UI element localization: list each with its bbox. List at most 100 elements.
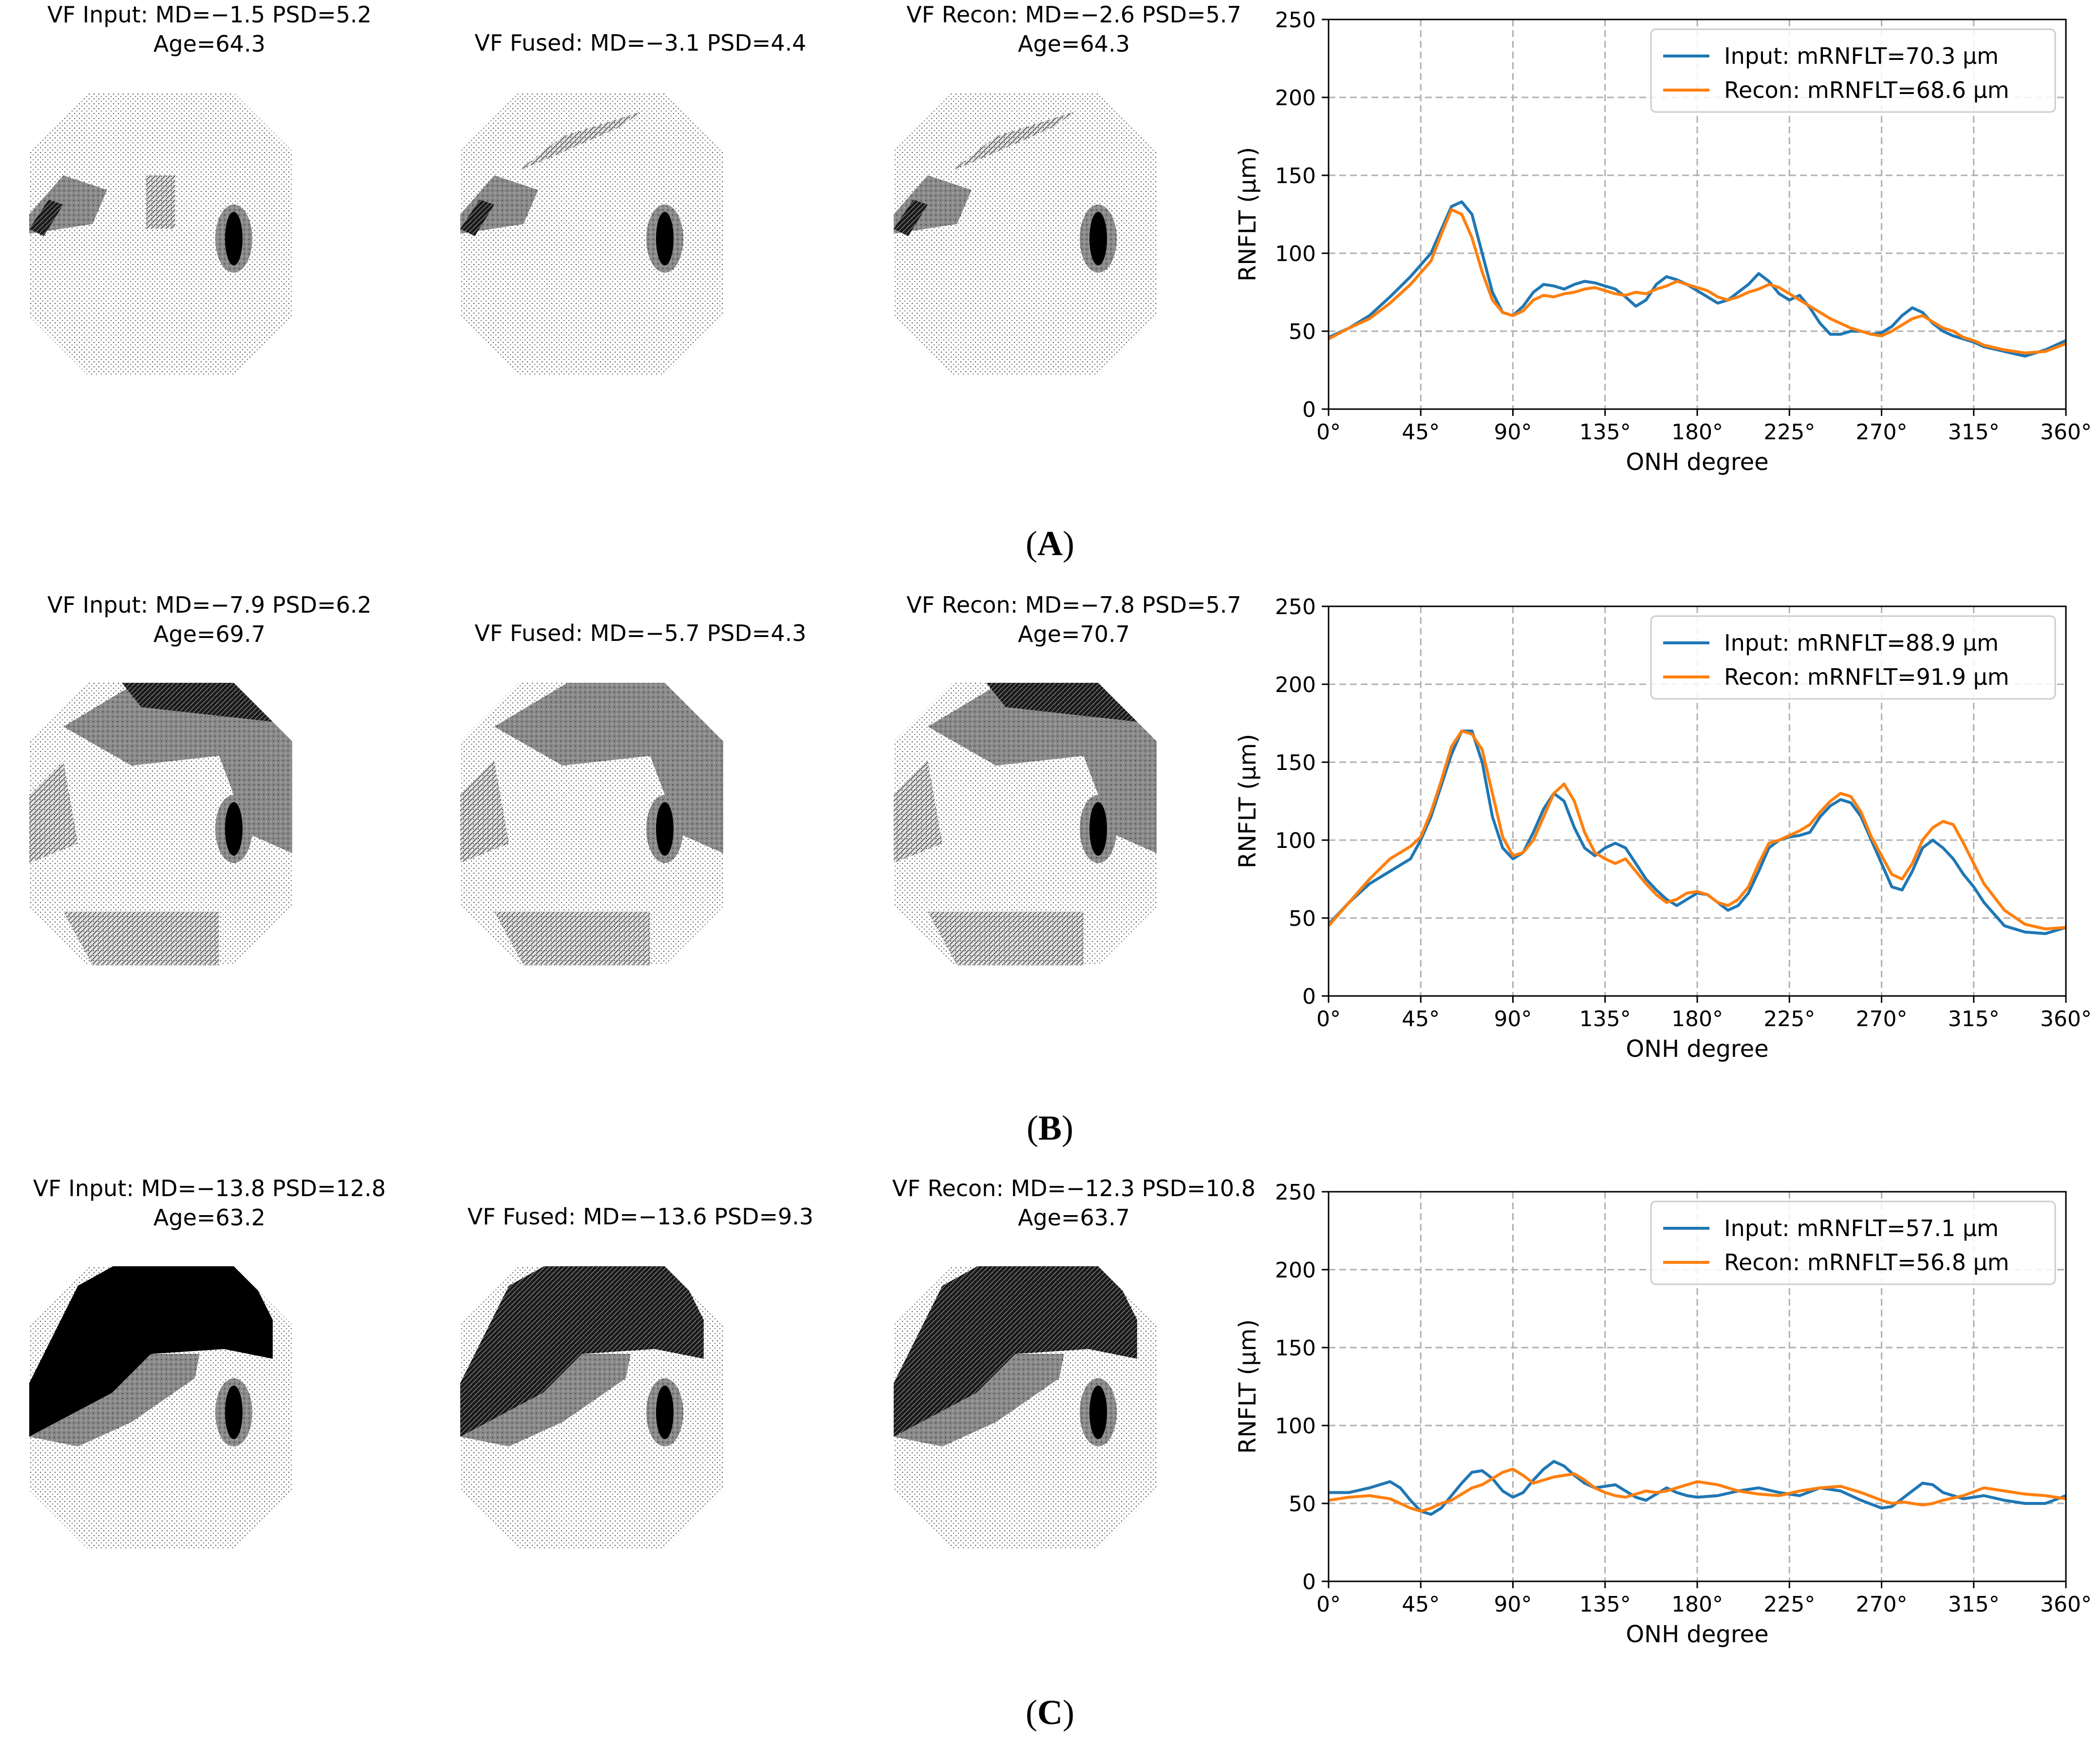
panel-label: (C) [0,1692,2100,1733]
vf-defect-dense [460,1266,704,1437]
y-axis-label: RNFLT (μm) [1234,734,1261,868]
vf-title: VF Fused: MD=−5.7 PSD=4.3 [431,619,850,648]
vf-title-line2: Age=64.3 [153,31,265,57]
y-axis-label: RNFLT (μm) [1234,1319,1261,1454]
vf-defect-region [63,683,292,853]
y-tick-label: 50 [1289,906,1316,931]
vf-blind-spot [1089,1386,1107,1439]
panel-label-open: ( [1027,1108,1038,1147]
vf-title: VF Fused: MD=−3.1 PSD=4.4 [431,28,850,57]
row-c: VF Input: MD=−13.8 PSD=12.8 Age=63.2 VF … [0,1169,2100,1745]
vf-title-line1: VF Input: MD=−1.5 PSD=5.2 [47,1,372,28]
x-tick-label: 90° [1494,1592,1532,1617]
vf-title-line1: VF Input: MD=−7.9 PSD=6.2 [47,592,372,618]
x-tick-label: 45° [1402,420,1440,445]
plot-frame [1328,1191,2067,1582]
series-recon-line [1328,208,2067,355]
vf-title: VF Recon: MD=−12.3 PSD=10.8 Age=63.7 [864,1174,1283,1232]
y-tick-label: 250 [1275,8,1316,33]
x-tick-label: 0° [1316,1007,1341,1032]
vf-title: VF Fused: MD=−13.6 PSD=9.3 [431,1202,850,1231]
vf-defect-region [519,112,640,170]
vf-title-line1: VF Recon: MD=−7.8 PSD=5.7 [906,592,1241,618]
vf-title-line2: Age=63.2 [153,1204,265,1231]
x-tick-label: 360° [2040,1007,2092,1032]
vf-defect-region [894,1354,1064,1446]
vf-blind-spot [1089,802,1107,856]
legend-box [1650,1201,2056,1285]
x-tick-label: 0° [1316,420,1341,445]
legend-box [1650,615,2056,700]
x-tick-label: 180° [1671,1592,1723,1617]
vf-defect-region [494,683,723,853]
vf-defect-region [146,175,175,229]
vf-defect-region [63,912,219,965]
vf-title: VF Input: MD=−7.9 PSD=6.2 Age=69.7 [0,590,419,649]
vf-defect-dense [460,200,494,236]
vf-defect-dense [29,200,63,236]
legend-entry: Input: mRNFLT=70.3 μm [1724,43,1999,69]
y-tick-label: 100 [1275,828,1316,853]
row-b: VF Input: MD=−7.9 PSD=6.2 Age=69.7 VF Fu… [0,584,2100,1169]
vf-map [460,683,723,965]
y-tick-label: 0 [1302,984,1316,1009]
legend: Input: mRNFLT=70.3 μm Recon: mRNFLT=68.6 … [1650,28,2056,113]
vf-defect-region [460,1354,631,1446]
y-tick-label: 50 [1289,319,1316,344]
legend-entry: Recon: mRNFLT=68.6 μm [1724,77,2009,103]
legend: Input: mRNFLT=57.1 μm Recon: mRNFLT=56.8 … [1650,1201,2056,1285]
vf-defect-dense [986,683,1137,722]
vf-map [460,93,723,375]
vf-blind-spot [225,1386,243,1439]
plot-frame [1328,605,2067,997]
x-tick-label: 45° [1402,1592,1440,1617]
legend-entry: Input: mRNFLT=88.9 μm [1724,630,1999,656]
vf-title-line1: VF Fused: MD=−5.7 PSD=4.3 [474,620,806,646]
series-input-line [1327,730,2066,935]
plot-frame [1328,19,2067,410]
vf-title-line2: Age=63.7 [1018,1204,1130,1231]
y-tick-label: 100 [1275,1414,1316,1439]
x-tick-label: 135° [1579,420,1631,445]
vf-defect-region [928,912,1084,965]
vf-map [29,1266,292,1549]
vf-map [29,683,292,965]
vf-title: VF Input: MD=−1.5 PSD=5.2 Age=64.3 [0,0,419,58]
vf-title: VF Input: MD=−13.8 PSD=12.8 Age=63.2 [0,1174,419,1232]
panel-label: (A) [0,524,2100,564]
x-tick-label: 225° [1763,420,1815,445]
x-tick-label: 315° [1948,1592,2000,1617]
vf-title-line1: VF Input: MD=−13.8 PSD=12.8 [33,1175,386,1201]
x-tick-label: 315° [1948,1007,2000,1032]
vf-map [894,683,1157,965]
x-tick-label: 360° [2040,1592,2092,1617]
series-input-line [1328,200,2067,358]
y-axis-label: RNFLT (μm) [1234,147,1261,281]
vf-blind-spot [656,212,674,265]
vf-title-line1: VF Fused: MD=−13.6 PSD=9.3 [467,1203,814,1230]
vf-defect-region [928,683,1157,853]
x-tick-label: 45° [1402,1007,1440,1032]
vf-title-line2: Age=64.3 [1018,31,1130,57]
x-tick-label: 315° [1948,420,2000,445]
panel-label-open: ( [1026,1693,1037,1732]
y-tick-label: 200 [1275,86,1316,111]
y-tick-label: 250 [1275,595,1316,619]
x-tick-label: 270° [1856,1592,1908,1617]
vf-defect-region [29,1354,200,1446]
vf-map [894,93,1157,375]
y-tick-label: 150 [1275,164,1316,188]
legend-entry: Recon: mRNFLT=56.8 μm [1724,1249,2009,1276]
panel-label: (B) [0,1108,2100,1148]
panel-label-letter: B [1038,1108,1062,1147]
y-tick-label: 200 [1275,1258,1316,1283]
rnflt-chart: 0° 45° 90° 135° 180° 225° 270° 315° 360° 0 50 100 15… [1234,8,2092,476]
panel-label-close: ) [1062,1108,1073,1147]
y-tick-label: 200 [1275,673,1316,697]
legend: Input: mRNFLT=88.9 μm Recon: mRNFLT=91.9 … [1650,615,2056,700]
vf-title-line1: VF Recon: MD=−2.6 PSD=5.7 [906,1,1241,28]
x-tick-label: 360° [2040,420,2092,445]
series-recon-line [1327,730,2066,931]
y-tick-label: 150 [1275,1336,1316,1361]
